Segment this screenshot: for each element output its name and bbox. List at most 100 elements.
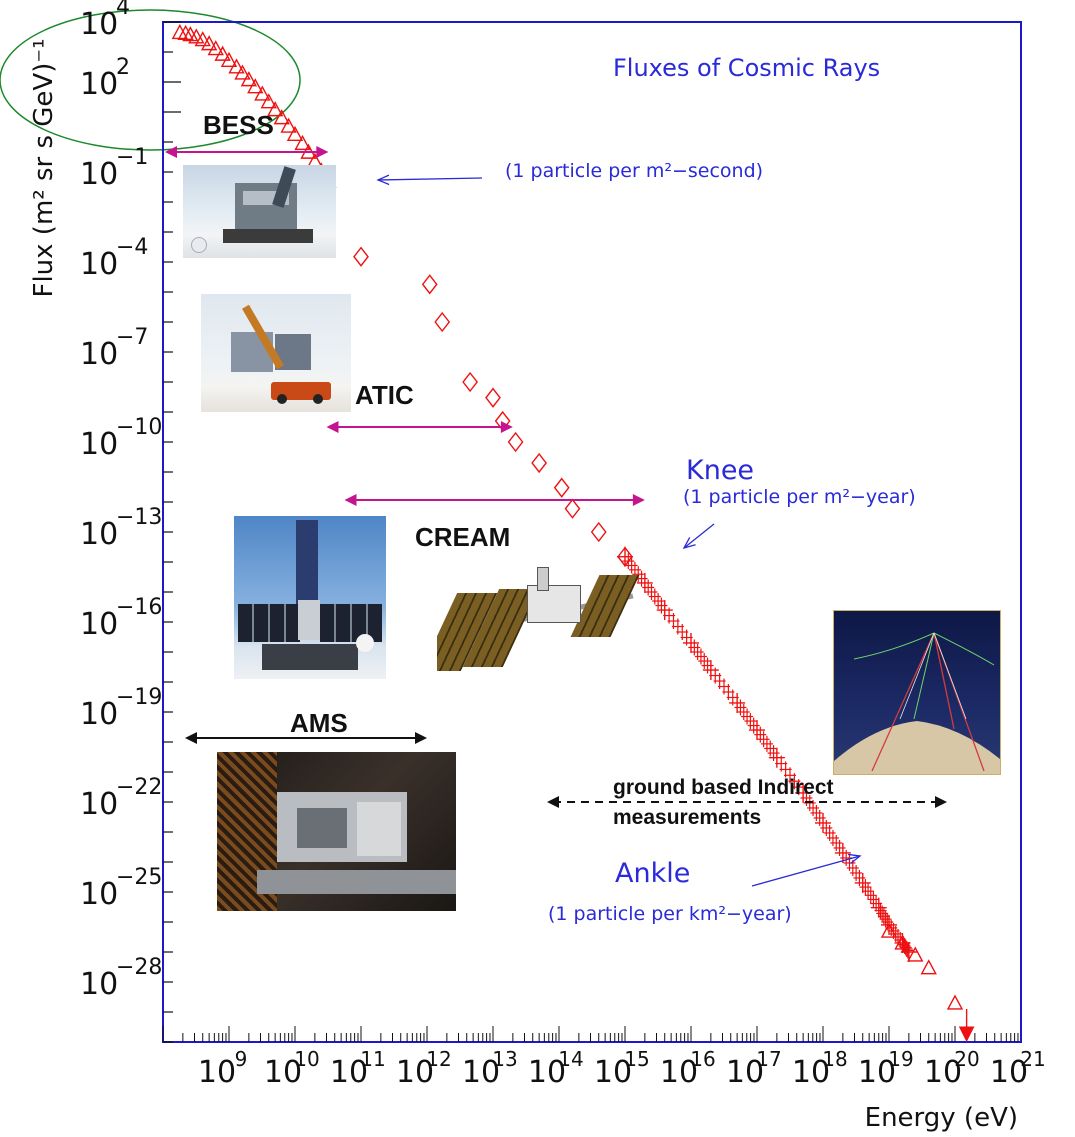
- x-tick-label: 10: [792, 1055, 830, 1090]
- x-tick-label: 10: [726, 1055, 764, 1090]
- data-point-triangle: [280, 117, 297, 133]
- data-point-triangle: [207, 40, 224, 56]
- x-tick-label: 10: [660, 1055, 698, 1090]
- y-tick-label-exponent: −28: [116, 955, 162, 980]
- data-point-diamond: [531, 452, 548, 474]
- y-tick-label-exponent: −25: [116, 865, 162, 890]
- ground-based-label-line2: measurements: [613, 806, 762, 829]
- y-tick-label-exponent: −16: [116, 595, 162, 620]
- y-tick-label: 10: [80, 877, 118, 912]
- data-point-triangle: [220, 51, 238, 67]
- data-point-diamond: [421, 274, 438, 295]
- data-point-triangle: [228, 58, 245, 74]
- ground-range-arrow-head-left: [547, 796, 559, 808]
- y-tick-label: 10: [80, 787, 118, 822]
- experiment-label-atic: ATIC: [355, 380, 414, 410]
- y-tick-label-exponent: −7: [116, 325, 148, 350]
- data-point-triangle: [194, 31, 211, 47]
- data-point-triangle: [920, 959, 937, 975]
- y-tick-label: 10: [80, 247, 118, 282]
- ground-based-label-line1: ground based Indirect: [613, 776, 834, 799]
- bess-range-arrow-head-left: [165, 146, 177, 158]
- experiment-label-bess: BESS: [203, 110, 274, 140]
- bess-balloon-photo: [183, 165, 336, 258]
- x-tick-label: 10: [396, 1055, 434, 1090]
- data-point-triangle: [273, 109, 290, 125]
- annotation-knee-sub: (1 particle per m²−year): [683, 486, 916, 508]
- x-tick-label-exponent: 17: [756, 1047, 781, 1071]
- ground-range-arrow-head-right: [935, 796, 947, 808]
- y-tick-label-exponent: −22: [116, 775, 162, 800]
- data-point-diamond: [434, 311, 451, 333]
- cream-balloon-photo: [234, 516, 386, 679]
- experiment-label-cream: CREAM: [415, 522, 511, 552]
- x-tick-label: 10: [990, 1055, 1028, 1090]
- x-tick-label-exponent: 20: [954, 1047, 979, 1071]
- x-tick-label: 10: [924, 1055, 962, 1090]
- data-point-triangle: [200, 35, 218, 51]
- x-tick-label-exponent: 21: [1020, 1047, 1045, 1071]
- y-tick-label: 10: [80, 67, 118, 102]
- pointer-ankle-head: [848, 853, 862, 864]
- ams-range-arrow-head-right: [415, 732, 427, 744]
- data-point-triangle: [214, 45, 231, 61]
- atic-balloon-photo: [201, 294, 351, 412]
- x-tick-label: 10: [528, 1055, 566, 1090]
- x-tick-label: 10: [330, 1055, 368, 1090]
- y-tick-label: 10: [80, 337, 118, 372]
- x-tick-label-exponent: 19: [888, 1047, 913, 1071]
- data-point-triangle: [260, 93, 277, 109]
- x-tick-label-exponent: 10: [294, 1047, 319, 1071]
- data-point-diamond: [462, 371, 478, 393]
- x-tick-label: 10: [198, 1055, 236, 1090]
- y-tick-label-exponent: 4: [116, 0, 130, 20]
- data-point-filled-triangle: [958, 1026, 975, 1043]
- ams-iss-photo: [217, 752, 456, 911]
- x-tick-label-exponent: 12: [426, 1047, 451, 1071]
- y-tick-label-exponent: −10: [116, 415, 162, 440]
- pointer-ankle: [751, 855, 861, 887]
- data-point-triangle: [234, 64, 251, 80]
- annotation-knee: Knee: [686, 455, 755, 486]
- pointer-knee: [683, 523, 715, 549]
- experiment-label-ams: AMS: [290, 708, 348, 738]
- x-tick-label-exponent: 13: [492, 1047, 517, 1071]
- y-axis-title: Flux (m² sr s GeV)⁻¹: [29, 39, 59, 298]
- x-tick-label-exponent: 9: [235, 1047, 248, 1071]
- atic-range-arrow-head-right: [500, 421, 513, 433]
- x-tick-label: 10: [594, 1055, 632, 1090]
- pointer-knee-head: [682, 537, 696, 550]
- data-point-diamond: [590, 521, 607, 543]
- data-point-triangle: [266, 101, 284, 117]
- cream-range-arrow-head-left: [344, 494, 357, 506]
- bess-range-arrow-head-right: [316, 146, 329, 158]
- highlight-ellipse: [0, 9, 301, 151]
- data-point-triangle: [254, 85, 271, 101]
- data-point-diamond: [553, 477, 570, 498]
- y-tick-label: 10: [80, 517, 118, 552]
- chart-title: Fluxes of Cosmic Rays: [613, 54, 881, 82]
- annotation-ankle-sub: (1 particle per km²−year): [548, 903, 792, 925]
- data-point-diamond: [507, 431, 524, 453]
- cream-range-arrow-head-right: [632, 494, 645, 506]
- y-tick-label-exponent: −19: [116, 685, 162, 710]
- iss-station-illustration: [437, 563, 645, 683]
- data-point-diamond: [485, 387, 501, 408]
- y-tick-label: 10: [80, 157, 118, 192]
- annotation-ankle: Ankle: [615, 858, 691, 889]
- data-point-triangle: [907, 946, 924, 962]
- ams-range-arrow-head-left: [185, 732, 197, 744]
- data-point-triangle: [240, 71, 258, 87]
- atic-range-arrow-head-left: [326, 421, 339, 433]
- data-point-triangle: [294, 134, 311, 151]
- y-tick-label-exponent: −13: [116, 505, 162, 530]
- x-tick-label-exponent: 14: [558, 1047, 583, 1071]
- y-tick-label-exponent: −1: [116, 145, 148, 170]
- y-tick-label: 10: [80, 7, 118, 42]
- y-tick-label-exponent: −4: [116, 235, 148, 260]
- data-point-triangle: [177, 24, 194, 41]
- x-tick-label-exponent: 18: [822, 1047, 847, 1071]
- x-tick-label: 10: [858, 1055, 896, 1090]
- x-tick-label: 10: [264, 1055, 302, 1090]
- x-tick-label-exponent: 15: [624, 1047, 649, 1071]
